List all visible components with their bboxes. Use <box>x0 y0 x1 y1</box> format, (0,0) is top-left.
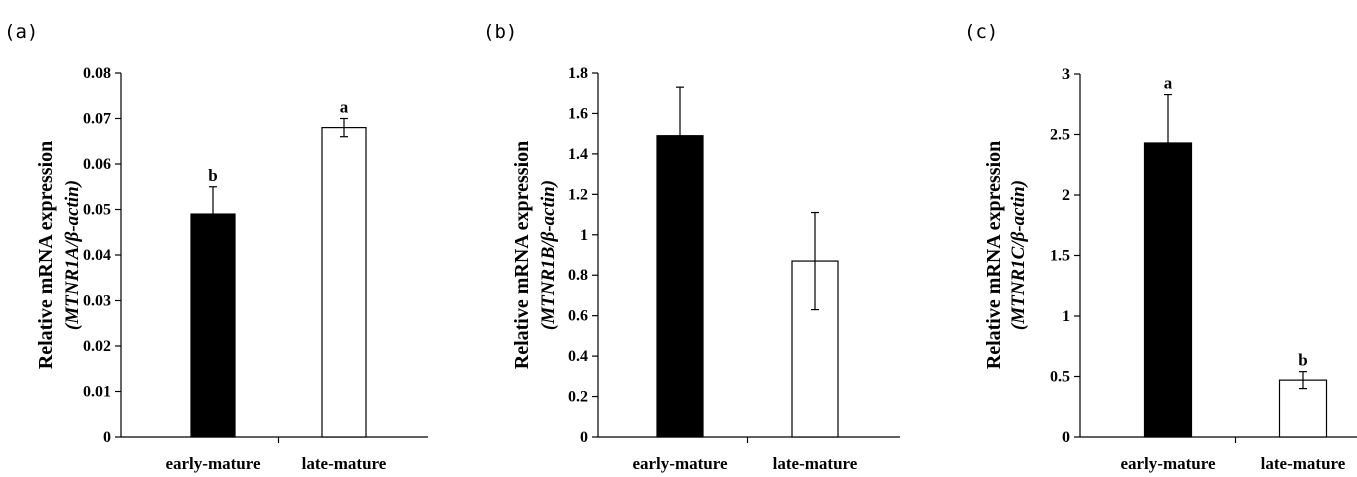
significance-letter: a <box>1164 74 1173 93</box>
y-tick-label: 0.5 <box>1050 369 1070 386</box>
y-tick-label: 0.02 <box>83 338 111 355</box>
y-tick-label: 1.5 <box>1050 248 1070 265</box>
y-tick-label: 0 <box>580 429 588 446</box>
y-axis-title: Relative mRNA expression <box>983 141 1005 370</box>
y-tick-label: 1.4 <box>568 146 588 163</box>
y-tick-label: 0.2 <box>568 389 588 406</box>
x-category-label: late-mature <box>1261 454 1346 473</box>
panel-1: (a) 0 0.01 0.02 0.03 0.04 0.05 0.06 0.07 0.08 b ear… <box>4 21 428 473</box>
y-axis-gene-label: (MTNR1C/β-actin) <box>1008 180 1029 330</box>
y-tick-label: 0.05 <box>83 202 111 219</box>
bar-early-mature <box>656 135 704 438</box>
y-tick-label: 1.6 <box>568 105 588 122</box>
panel-letter: (b) <box>483 21 517 43</box>
y-tick-label: 0.6 <box>568 308 588 325</box>
x-category-label: early-mature <box>632 454 727 473</box>
panel-letter: (c) <box>964 21 998 43</box>
y-tick-label: 0.8 <box>568 267 588 284</box>
bar-early-mature <box>190 213 236 438</box>
y-axis-title: Relative mRNA expression <box>511 141 533 370</box>
y-tick-label: 0.04 <box>83 247 111 264</box>
significance-letter: b <box>208 166 217 185</box>
y-tick-label: 1 <box>580 227 588 244</box>
y-tick-label: 1.8 <box>568 65 588 82</box>
x-category-label: late-mature <box>773 454 858 473</box>
y-tick-label: 3 <box>1062 66 1070 83</box>
x-category-label: early-mature <box>165 454 260 473</box>
y-axis-gene-label: (MTNR1B/β-actin) <box>538 180 559 330</box>
panel-letter: (a) <box>4 21 38 43</box>
bar-early-mature <box>1143 142 1193 438</box>
y-tick-label: 0.03 <box>83 293 111 310</box>
y-axis-title: Relative mRNA expression <box>35 141 57 370</box>
bar-late-mature <box>1278 379 1328 438</box>
y-axis-gene-label: (MTNR1A/β-actin) <box>62 180 83 330</box>
panel-2: (b) 0 0.2 0.4 0.6 0.8 1 1.2 1.4 1.6 1.8 early-matur… <box>483 21 900 473</box>
significance-letter: b <box>1298 351 1307 370</box>
y-tick-label: 0.01 <box>83 384 111 401</box>
y-tick-label: 0.08 <box>83 65 111 82</box>
bar-late-mature <box>321 126 367 438</box>
y-tick-label: 1 <box>1062 308 1070 325</box>
y-tick-label: 0.07 <box>83 111 111 128</box>
x-category-label: late-mature <box>302 454 387 473</box>
y-tick-label: 0 <box>1062 429 1070 446</box>
y-tick-label: 2.5 <box>1050 127 1070 144</box>
y-tick-label: 1.2 <box>568 186 588 203</box>
panel-3: (c) 0 0.5 1 1.5 2 2.5 3 a early-mature b late-matur… <box>964 21 1357 473</box>
significance-letter: a <box>340 98 349 117</box>
y-tick-label: 0 <box>103 429 111 446</box>
x-category-label: early-mature <box>1120 454 1215 473</box>
y-tick-label: 0.4 <box>568 348 588 365</box>
y-tick-label: 0.06 <box>83 156 111 173</box>
y-tick-label: 2 <box>1062 187 1070 204</box>
